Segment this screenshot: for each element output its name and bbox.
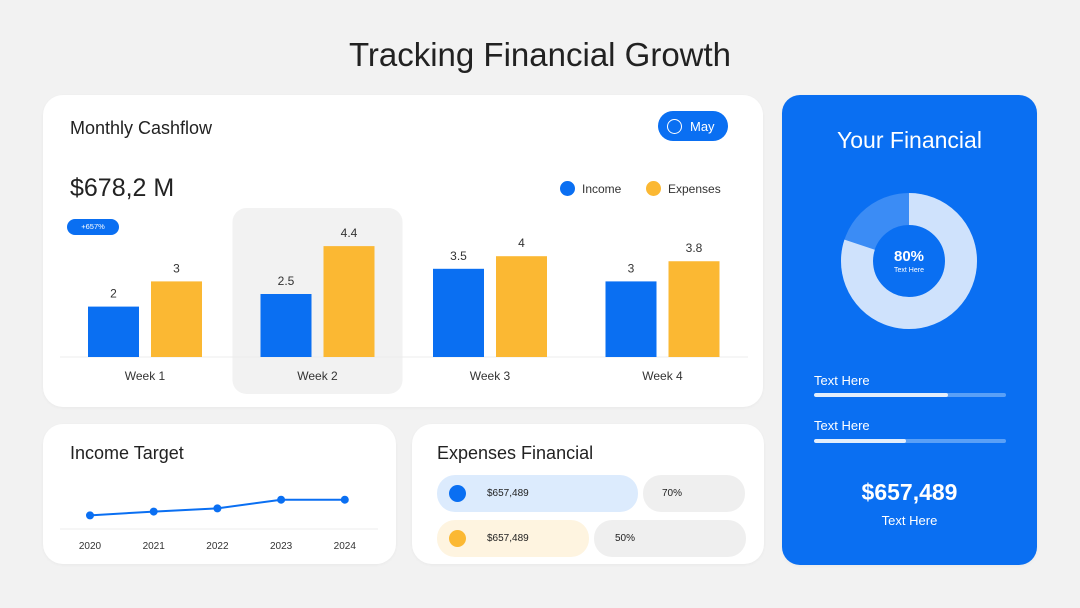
expenses-financial-title: Expenses Financial bbox=[437, 443, 594, 463]
cashflow-total: $678,2 M bbox=[70, 174, 175, 202]
legend-expenses-swatch bbox=[646, 181, 661, 196]
legend-income: Income bbox=[560, 181, 621, 196]
legend-expenses-label: Expenses bbox=[668, 181, 721, 196]
month-selector-button[interactable]: May bbox=[658, 111, 728, 141]
month-label: May bbox=[690, 118, 715, 134]
income-target-card: 2020 2021 2022 2023 2024 Income Target bbox=[43, 424, 396, 564]
line-point bbox=[213, 504, 222, 513]
expense-percent: 50% bbox=[615, 533, 636, 544]
income-line-chart: 2020 2021 2022 2023 2024 bbox=[60, 495, 378, 552]
cashflow-title: Monthly Cashflow bbox=[70, 118, 213, 138]
donut-value-arc bbox=[841, 193, 977, 329]
progress-label-2: Text Here bbox=[814, 418, 870, 433]
yellow-dot-icon bbox=[449, 530, 466, 547]
monthly-cashflow-card: 2 3 Week 1 2.5 4.4 Week 2 3.5 4 Week 3 3 3.8 Week 4… bbox=[43, 95, 763, 407]
your-financial-card: Your Financial 80% Text Here Text Here T… bbox=[782, 95, 1037, 565]
bar-expenses bbox=[668, 261, 720, 357]
income-target-title: Income Target bbox=[70, 443, 184, 463]
data-label-income: 3 bbox=[628, 261, 635, 275]
progress-fill-1 bbox=[814, 393, 949, 397]
expense-row-2: $657,489 bbox=[437, 520, 589, 557]
x-tick-label: 2024 bbox=[334, 541, 357, 552]
x-tick-label: 2020 bbox=[79, 541, 102, 552]
line-point bbox=[149, 507, 158, 516]
x-tick-label: 2023 bbox=[270, 541, 293, 552]
expenses-financial-card: Expenses Financial $657,489 70% $657,489… bbox=[412, 424, 764, 564]
data-label-income: 3.5 bbox=[450, 249, 467, 263]
data-label-income: 2 bbox=[110, 287, 117, 301]
progress-bar-1 bbox=[814, 393, 1006, 397]
data-label-income: 2.5 bbox=[278, 274, 295, 288]
financial-donut-chart bbox=[841, 193, 977, 329]
blue-dot-icon bbox=[449, 485, 466, 502]
x-tick-label: Week 1 bbox=[125, 369, 166, 383]
bar-income bbox=[433, 268, 484, 357]
bar-income bbox=[260, 294, 312, 357]
data-label-expenses: 3 bbox=[173, 261, 180, 275]
x-tick-label: 2021 bbox=[143, 541, 166, 552]
your-financial-title: Your Financial bbox=[837, 127, 982, 153]
expense-percent-pill: 70% bbox=[643, 475, 745, 512]
financial-amount: $657,489 bbox=[861, 479, 958, 505]
bar-expenses bbox=[496, 256, 547, 357]
financial-amount-label: Text Here bbox=[881, 513, 938, 528]
x-tick-label: Week 3 bbox=[470, 369, 511, 383]
bar-income bbox=[88, 306, 139, 357]
radio-circle-icon bbox=[667, 118, 682, 134]
line-point bbox=[277, 495, 286, 504]
bar-expenses bbox=[323, 246, 375, 357]
x-tick-label: Week 2 bbox=[297, 369, 338, 383]
legend-expenses: Expenses bbox=[646, 181, 721, 196]
x-tick-label: Week 4 bbox=[642, 369, 683, 383]
line-point bbox=[340, 495, 349, 504]
data-label-expenses: 4 bbox=[518, 236, 525, 250]
progress-fill-2 bbox=[814, 439, 907, 443]
bar-expenses bbox=[151, 281, 202, 357]
cashflow-bar-chart: 2 3 Week 1 2.5 4.4 Week 2 3.5 4 Week 3 3 3.8 Week 4 bbox=[60, 208, 748, 394]
donut-center: 80% Text Here bbox=[839, 191, 979, 331]
data-label-expenses: 4.4 bbox=[341, 226, 358, 240]
legend-income-label: Income bbox=[582, 181, 622, 196]
bar-income bbox=[605, 281, 657, 357]
highlight-background bbox=[232, 208, 403, 394]
expense-percent-pill: 50% bbox=[594, 520, 746, 557]
growth-badge: +657% bbox=[67, 219, 119, 235]
expense-amount: $657,489 bbox=[487, 488, 529, 499]
legend-income-swatch bbox=[560, 181, 575, 196]
progress-label-1: Text Here bbox=[814, 373, 870, 388]
page-title: Tracking Financial Growth bbox=[348, 36, 732, 73]
donut-percent: 80% bbox=[893, 248, 925, 265]
progress-bar-2 bbox=[814, 439, 1006, 443]
x-tick-label: 2022 bbox=[206, 541, 229, 552]
donut-label: Text Here bbox=[894, 267, 924, 274]
expense-percent: 70% bbox=[662, 488, 683, 499]
expense-amount: $657,489 bbox=[487, 533, 529, 544]
expense-row-1: $657,489 bbox=[437, 475, 638, 512]
data-label-expenses: 3.8 bbox=[686, 241, 703, 255]
line-point bbox=[86, 511, 94, 520]
